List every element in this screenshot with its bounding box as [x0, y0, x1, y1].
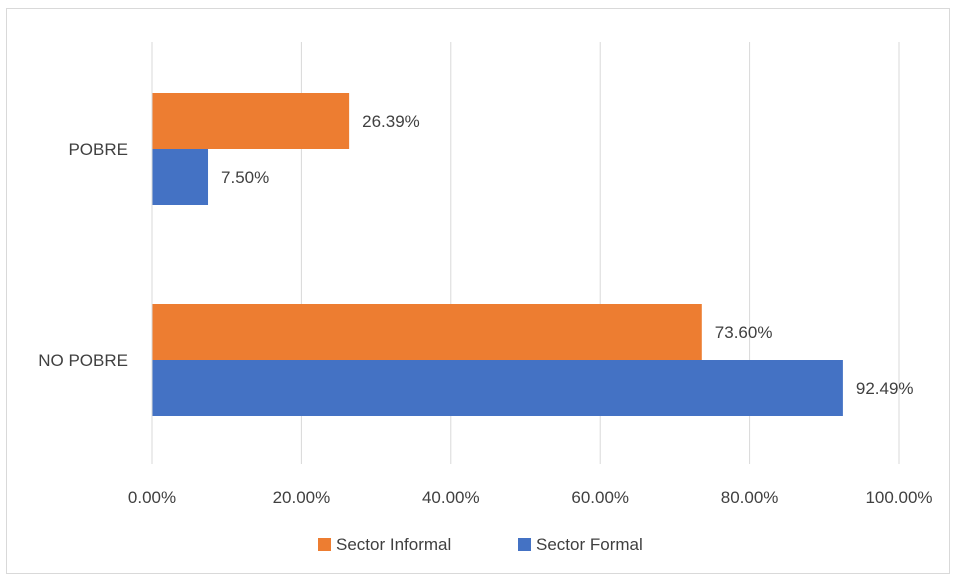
- legend-label: Sector Formal: [536, 535, 643, 554]
- category-label: POBRE: [68, 140, 128, 159]
- x-tick-label: 20.00%: [273, 488, 331, 507]
- bar: [152, 360, 843, 416]
- x-tick-label: 0.00%: [128, 488, 176, 507]
- bar: [152, 304, 702, 360]
- bar: [152, 93, 350, 149]
- x-tick-label: 40.00%: [422, 488, 480, 507]
- x-tick-label: 100.00%: [865, 488, 932, 507]
- data-label: 26.39%: [362, 112, 420, 131]
- bar: [152, 149, 209, 205]
- category-label: NO POBRE: [38, 351, 128, 370]
- data-label: 92.49%: [856, 379, 914, 398]
- data-label: 7.50%: [221, 168, 269, 187]
- x-tick-label: 80.00%: [721, 488, 779, 507]
- legend-swatch: [518, 538, 531, 551]
- chart-frame: [6, 8, 950, 574]
- x-tick-label: 60.00%: [571, 488, 629, 507]
- legend-swatch: [318, 538, 331, 551]
- data-label: 73.60%: [715, 323, 773, 342]
- legend-label: Sector Informal: [336, 535, 451, 554]
